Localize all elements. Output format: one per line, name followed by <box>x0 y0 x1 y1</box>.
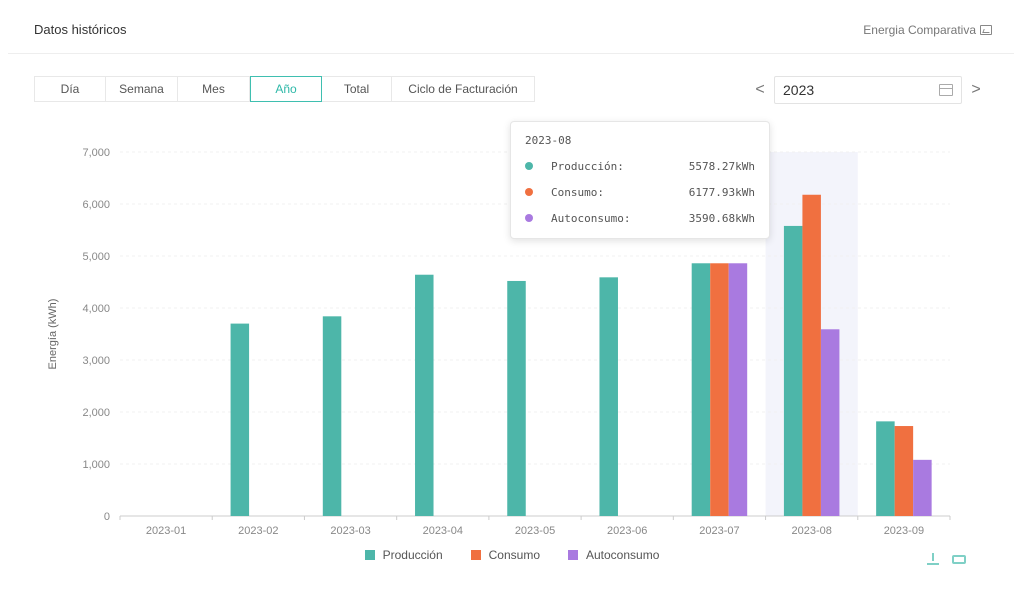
tab-total[interactable]: Total <box>322 76 392 102</box>
bar-consumo-2023-07 <box>710 263 729 516</box>
tooltip-dot-autoconsumo <box>525 214 533 222</box>
x-tick-label: 2023-06 <box>607 525 647 537</box>
tooltip-value: 5578.27kWh <box>688 159 755 173</box>
legend-item-produccion[interactable]: Producción <box>364 548 443 562</box>
calendar-icon <box>939 84 953 96</box>
tab-month[interactable]: Mes <box>178 76 250 102</box>
tooltip-dot-consumo <box>525 188 533 196</box>
period-tabs: Día Semana Mes Año Total Ciclo de Factur… <box>34 76 535 102</box>
page-title: Datos históricos <box>34 22 127 37</box>
legend-label: Consumo <box>488 548 540 562</box>
print-icon[interactable] <box>952 555 966 564</box>
bar-producción-2023-05 <box>507 280 526 516</box>
bar-autoconsumo-2023-09 <box>913 459 932 516</box>
y-tick-label: 1,000 <box>82 459 110 471</box>
legend-label: Autoconsumo <box>586 548 660 562</box>
y-tick-label: 7,000 <box>82 147 110 159</box>
tooltip-dot-produccion <box>525 162 533 170</box>
bar-consumo-2023-08 <box>802 194 821 516</box>
y-tick-label: 3,000 <box>82 355 110 367</box>
tooltip-row-produccion: Producción: 5578.27kWh <box>525 158 755 174</box>
bar-producción-2023-04 <box>415 274 434 516</box>
tooltip-row-autoconsumo: Autoconsumo: 3590.68kWh <box>525 210 755 226</box>
y-axis-label: Energía (kWh) <box>47 299 59 370</box>
legend-label: Producción <box>382 548 443 562</box>
x-tick-label: 2023-05 <box>515 525 555 537</box>
legend-swatch <box>364 550 375 560</box>
y-tick-label: 0 <box>104 511 110 523</box>
tab-year[interactable]: Año <box>250 76 322 102</box>
tab-billing-cycle[interactable]: Ciclo de Facturación <box>392 76 535 102</box>
tooltip-name: Producción: <box>551 159 624 173</box>
tooltip-row-consumo: Consumo: 6177.93kWh <box>525 184 755 200</box>
legend-swatch <box>470 550 481 560</box>
bar-producción-2023-07 <box>691 263 711 516</box>
tab-week[interactable]: Semana <box>106 76 178 102</box>
chart-tools <box>926 553 966 565</box>
x-tick-label: 2023-03 <box>330 525 370 537</box>
bar-consumo-2023-09 <box>894 426 914 516</box>
legend-swatch <box>568 550 578 560</box>
tooltip-name: Autoconsumo: <box>551 211 631 225</box>
year-input[interactable]: 2023 <box>774 76 962 104</box>
tooltip-value: 3590.68kWh <box>688 211 755 225</box>
chart-tooltip: 2023-08 Producción: 5578.27kWh Consumo: … <box>510 121 770 239</box>
y-tick-label: 5,000 <box>82 251 110 263</box>
chart-legend: Producción Consumo Autoconsumo <box>0 548 1024 562</box>
year-value: 2023 <box>783 82 815 98</box>
legend-item-autoconsumo[interactable]: Autoconsumo <box>568 548 659 562</box>
year-picker: < 2023 > <box>746 76 990 104</box>
compare-energy-button[interactable]: Energia Comparativa <box>863 23 992 37</box>
bar-producción-2023-08 <box>783 225 803 516</box>
compare-energy-label: Energia Comparativa <box>863 23 976 37</box>
tooltip-title: 2023-08 <box>525 134 572 147</box>
y-tick-label: 2,000 <box>82 407 110 419</box>
x-tick-label: 2023-01 <box>146 525 186 537</box>
chart-icon <box>980 25 992 35</box>
bar-producción-2023-09 <box>876 421 895 516</box>
x-tick-label: 2023-02 <box>238 525 278 537</box>
y-tick-label: 4,000 <box>82 303 110 315</box>
download-icon[interactable] <box>926 553 940 565</box>
prev-year-button[interactable]: < <box>755 81 765 98</box>
bar-producción-2023-06 <box>599 277 618 516</box>
x-tick-label: 2023-04 <box>423 525 463 537</box>
bar-producción-2023-02 <box>230 323 250 516</box>
x-tick-label: 2023-07 <box>699 525 739 537</box>
x-tick-label: 2023-08 <box>791 525 831 537</box>
page-header: Datos históricos Energia Comparativa <box>8 10 1014 54</box>
tooltip-name: Consumo: <box>551 185 604 199</box>
bar-autoconsumo-2023-07 <box>728 263 748 516</box>
next-year-button[interactable]: > <box>971 81 981 98</box>
x-tick-label: 2023-09 <box>884 525 924 537</box>
bar-producción-2023-03 <box>322 316 342 516</box>
y-tick-label: 6,000 <box>82 199 110 211</box>
bar-autoconsumo-2023-08 <box>820 329 840 516</box>
legend-item-consumo[interactable]: Consumo <box>470 548 540 562</box>
tooltip-value: 6177.93kWh <box>688 185 755 199</box>
tab-day[interactable]: Día <box>34 76 106 102</box>
